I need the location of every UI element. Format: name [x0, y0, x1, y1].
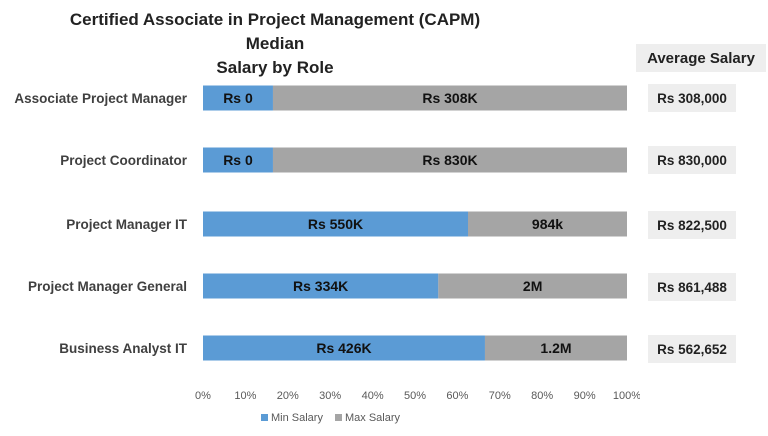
- category-label: Associate Project Manager: [14, 91, 187, 106]
- max-salary-data-label: Rs 308K: [422, 90, 477, 106]
- max-salary-data-label: 2M: [523, 278, 542, 294]
- chart-title-line-1: Certified Associate in Project Managemen…: [69, 10, 481, 53]
- min-salary-data-label: Rs 0: [223, 90, 253, 106]
- max-salary-data-label: 1.2M: [540, 340, 571, 356]
- chart-title-line-2: Salary by Role: [216, 58, 334, 77]
- min-salary-data-label: Rs 334K: [293, 278, 348, 294]
- x-tick-label: 20%: [277, 390, 299, 402]
- min-salary-bar: [203, 335, 485, 361]
- min-salary-data-label: Rs 550K: [308, 216, 363, 232]
- max-salary-data-label: Rs 830K: [422, 152, 477, 168]
- category-label: Business Analyst IT: [59, 341, 188, 356]
- x-tick-label: 40%: [362, 390, 384, 402]
- average-salary-value: Rs 308,000: [648, 84, 736, 112]
- x-tick-label: 60%: [446, 390, 468, 402]
- max-salary-bar: [272, 85, 627, 111]
- x-tick-label: 90%: [574, 390, 596, 402]
- average-salary-header: Average Salary: [636, 44, 766, 72]
- legend-label-min-salary: Min Salary: [271, 412, 323, 424]
- max-salary-bar: [484, 335, 627, 361]
- min-salary-bar: [203, 85, 273, 111]
- x-tick-label: 30%: [319, 390, 341, 402]
- category-label: Project Coordinator: [60, 153, 188, 168]
- max-salary-data-label: 984k: [532, 216, 563, 232]
- legend-swatch-min-salary: [261, 414, 268, 421]
- average-salary-value: Rs 861,488: [648, 273, 736, 301]
- average-salary-value: Rs 830,000: [648, 146, 736, 174]
- x-tick-label: 80%: [531, 390, 553, 402]
- category-label: Project Manager General: [28, 279, 187, 294]
- max-salary-bar: [438, 273, 627, 299]
- max-salary-bar: [468, 211, 627, 237]
- legend-swatch-max-salary: [335, 414, 342, 421]
- category-label: Project Manager IT: [66, 217, 188, 232]
- x-tick-label: 100%: [613, 390, 640, 402]
- legend-label-max-salary: Max Salary: [345, 412, 401, 424]
- average-salary-value: Rs 822,500: [648, 211, 736, 239]
- min-salary-bar: [203, 147, 273, 173]
- min-salary-data-label: Rs 426K: [316, 340, 371, 356]
- chart-title: Certified Associate in Project Managemen…: [40, 8, 510, 80]
- average-salary-value: Rs 562,652: [648, 335, 736, 363]
- min-salary-bar: [203, 211, 468, 237]
- x-tick-label: 10%: [234, 390, 256, 402]
- bar-chart: Associate Project Manager Project Coordin…: [14, 85, 640, 424]
- min-salary-bar: [203, 273, 439, 299]
- x-tick-label: 0%: [195, 390, 211, 402]
- x-tick-label: 50%: [404, 390, 426, 402]
- max-salary-bar: [272, 147, 627, 173]
- x-tick-label: 70%: [489, 390, 511, 402]
- min-salary-data-label: Rs 0: [223, 152, 253, 168]
